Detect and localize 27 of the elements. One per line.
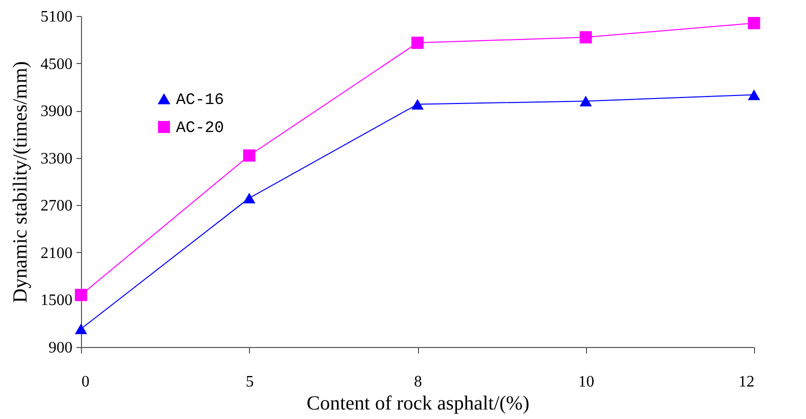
point xyxy=(243,149,256,162)
x-tick-label: 8 xyxy=(414,374,422,390)
point xyxy=(580,31,592,44)
point xyxy=(580,96,592,106)
legend-label: AC-20 xyxy=(176,119,224,137)
y-tick-label: 900 xyxy=(48,340,72,356)
x-tick-label: 0 xyxy=(82,374,90,390)
point xyxy=(74,288,88,302)
point xyxy=(74,324,88,334)
x-tick-label: 5 xyxy=(246,374,254,390)
point xyxy=(243,192,256,204)
y-tick-label: 4500 xyxy=(40,56,72,73)
point xyxy=(748,16,760,30)
y-tick-label: 3300 xyxy=(40,150,72,168)
y-tick-label: 3900 xyxy=(40,103,72,120)
y-tick-label: 5100 xyxy=(40,8,72,26)
legend-label: AC-16 xyxy=(176,91,224,109)
point xyxy=(748,90,760,100)
point xyxy=(411,36,424,49)
y-axis-title: Dynamic stability/(times/mm) xyxy=(10,61,32,303)
point xyxy=(411,98,424,110)
x-tick-label: 10 xyxy=(578,374,594,390)
y-tick-label: 2700 xyxy=(40,198,72,215)
y-tick-label: 2100 xyxy=(40,244,72,262)
x-tick-label: 12 xyxy=(738,374,754,390)
x-axis-title: Content of rock asphalt/(%) xyxy=(306,392,530,414)
y-tick-label: 1500 xyxy=(40,292,72,310)
